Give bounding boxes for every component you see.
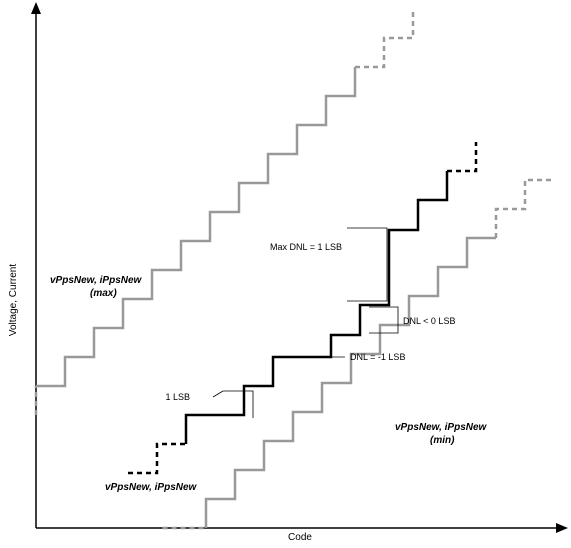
callout-max-dnl: Max DNL = 1 LSB bbox=[270, 228, 387, 301]
axes: Code Voltage, Current bbox=[8, 2, 568, 543]
svg-text:Max DNL = 1 LSB: Max DNL = 1 LSB bbox=[270, 242, 342, 252]
svg-text:DNL = -1 LSB: DNL = -1 LSB bbox=[350, 352, 405, 362]
svg-text:vPpsNew, iPpsNew: vPpsNew, iPpsNew bbox=[50, 275, 143, 286]
svg-text:vPpsNew, iPpsNew: vPpsNew, iPpsNew bbox=[395, 422, 488, 433]
label-min: vPpsNew, iPpsNew (min) bbox=[395, 422, 488, 446]
y-axis-label: Voltage, Current bbox=[8, 264, 19, 336]
diagram-svg: Code Voltage, Current 1 LSB Max DNL = 1 … bbox=[0, 0, 571, 548]
label-actual: vPpsNew, iPpsNew bbox=[105, 482, 198, 493]
svg-text:(max): (max) bbox=[90, 288, 117, 299]
label-max: vPpsNew, iPpsNew (max) bbox=[50, 275, 143, 299]
x-axis-label: Code bbox=[288, 532, 312, 543]
callout-dnl-lt0: DNL < 0 LSB bbox=[369, 307, 455, 333]
dnl-diagram: Code Voltage, Current 1 LSB Max DNL = 1 … bbox=[0, 0, 571, 548]
callout-dnl-neg1: DNL = -1 LSB bbox=[302, 352, 405, 362]
svg-text:vPpsNew, iPpsNew: vPpsNew, iPpsNew bbox=[105, 482, 198, 493]
svg-text:DNL < 0 LSB: DNL < 0 LSB bbox=[403, 316, 455, 326]
svg-text:1 LSB: 1 LSB bbox=[165, 392, 190, 402]
svg-text:(min): (min) bbox=[430, 435, 455, 446]
